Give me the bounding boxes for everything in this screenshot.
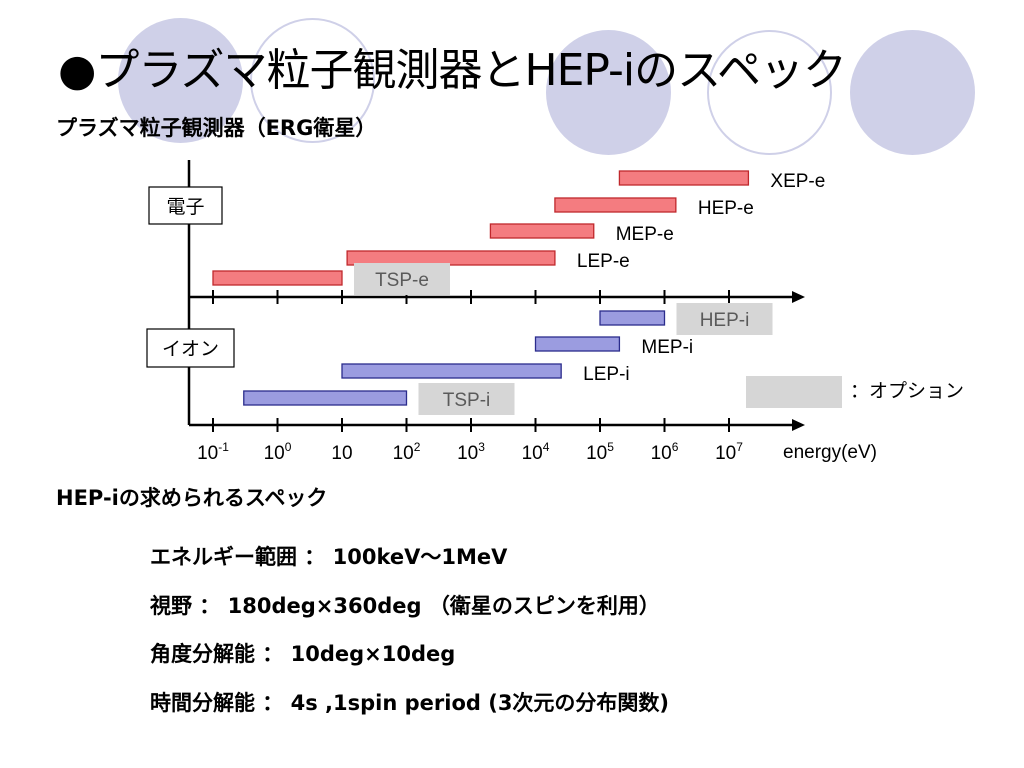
spec-field-of-view: 視野 ： 180deg×360deg （衛星のスピンを利用） [150, 594, 660, 618]
spec-energy-range: エネルギー範囲 ： 100keV～1MeV [150, 545, 508, 569]
range-label-tsp-e: TSP-e [375, 270, 429, 291]
range-label-lep-e: LEP-e [577, 251, 630, 272]
tick-label: 104 [522, 440, 550, 464]
decor-circle-1 [118, 18, 243, 143]
option-box-tsp-i [418, 383, 515, 415]
range-label-xep-e: XEP-e [770, 171, 825, 192]
decor-circle-2 [250, 18, 375, 143]
range-bar-tsp-e [212, 270, 343, 286]
decor-circle-4 [707, 30, 832, 155]
range-bar-mep-i [534, 336, 621, 352]
option-box-tsp-e [354, 263, 450, 295]
electron-group-label: 電子 [166, 197, 204, 218]
spec-time-resolution: 時間分解能 ： 4s ,1spin period (3次元の分布関数) [150, 691, 670, 715]
tick-label: 107 [715, 440, 743, 464]
ion-group-label: イオン [162, 339, 219, 360]
tick-label: 106 [651, 440, 679, 464]
electron-group-box [148, 186, 223, 225]
range-label-mep-i: MEP-i [641, 337, 693, 358]
slide-subtitle: プラズマ粒子観測器（ERG衛星） [56, 116, 377, 140]
range-bar-tsp-i [243, 390, 408, 406]
decor-circle-3 [546, 30, 671, 155]
tick-label: 102 [393, 440, 421, 464]
slide-title: ●プラズマ粒子観測器とHEP-iのスペック [58, 45, 847, 96]
energy-range-diagram: 電子 イオン XEP-e HEP-e MEP-e LEP-e TSP-e HEP-i MEP… [146, 160, 964, 464]
range-label-tsp-i: TSP-i [443, 390, 491, 411]
energy-axis-unit-label: energy(eV) [783, 442, 877, 463]
range-label-hep-i: HEP-i [700, 310, 750, 331]
option-box-hep-i [676, 303, 773, 335]
ion-axis-arrowhead [792, 419, 805, 431]
tick-label: 103 [457, 440, 485, 464]
range-label-hep-e: HEP-e [698, 198, 754, 219]
tick-label: 10-1 [197, 440, 229, 464]
option-legend-label: ：オプション [850, 380, 964, 402]
decor-circle-5 [850, 30, 975, 155]
range-bar-lep-i [341, 363, 562, 379]
range-bar-mep-e [489, 223, 595, 239]
spec-heading: HEP-iの求められるスペック [56, 486, 328, 510]
range-bar-hep-e [554, 197, 677, 213]
option-legend-swatch [746, 376, 842, 408]
range-bar-lep-e [346, 250, 556, 266]
range-label-mep-e: MEP-e [616, 224, 674, 245]
range-label-lep-i: LEP-i [583, 364, 629, 385]
electron-axis-arrowhead [792, 291, 805, 303]
range-bar-xep-e [618, 170, 750, 186]
ion-group-box [146, 328, 235, 368]
tick-label: 105 [586, 440, 614, 464]
range-bar-hep-i [599, 310, 666, 326]
tick-label: 10 [331, 443, 352, 464]
tick-label: 100 [264, 440, 292, 464]
spec-angular-resolution: 角度分解能 ： 10deg×10deg [150, 642, 456, 666]
